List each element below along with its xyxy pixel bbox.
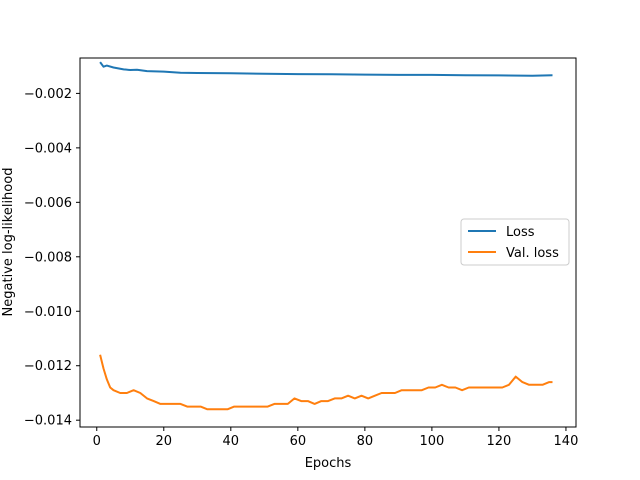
series-layer (99, 61, 553, 411)
x-tick-label: 20 (156, 434, 173, 449)
y-tick-label: −0.012 (24, 359, 72, 374)
x-tick-label: 60 (290, 434, 307, 449)
y-tick-label: −0.014 (24, 414, 72, 429)
series-line-val-loss (99, 354, 553, 411)
y-tick-label: −0.006 (24, 196, 72, 211)
series-line-loss (99, 61, 553, 77)
legend-label-val-loss: Val. loss (506, 246, 559, 261)
y-tick-label: −0.002 (24, 87, 72, 102)
x-tick-label: 0 (93, 434, 101, 449)
y-tick-label: −0.010 (24, 305, 72, 320)
x-axis-label: Epochs (305, 456, 352, 471)
y-tick-label: −0.004 (24, 141, 72, 156)
x-tick-label: 120 (487, 434, 512, 449)
y-axis-label: Negative log-likelihood (1, 168, 16, 317)
legend: Loss Val. loss (460, 218, 570, 266)
x-tick-label: 80 (357, 434, 374, 449)
plot-frame (79, 57, 577, 428)
ticks-layer: 0 20 40 60 80 100 120 140 −0.002 −0.004 −0.006 −0.0… (24, 87, 578, 449)
y-tick-label: −0.008 (24, 250, 72, 265)
x-tick-label: 140 (554, 434, 579, 449)
legend-label-loss: Loss (506, 225, 535, 240)
x-tick-label: 40 (223, 434, 240, 449)
x-tick-label: 100 (419, 434, 444, 449)
